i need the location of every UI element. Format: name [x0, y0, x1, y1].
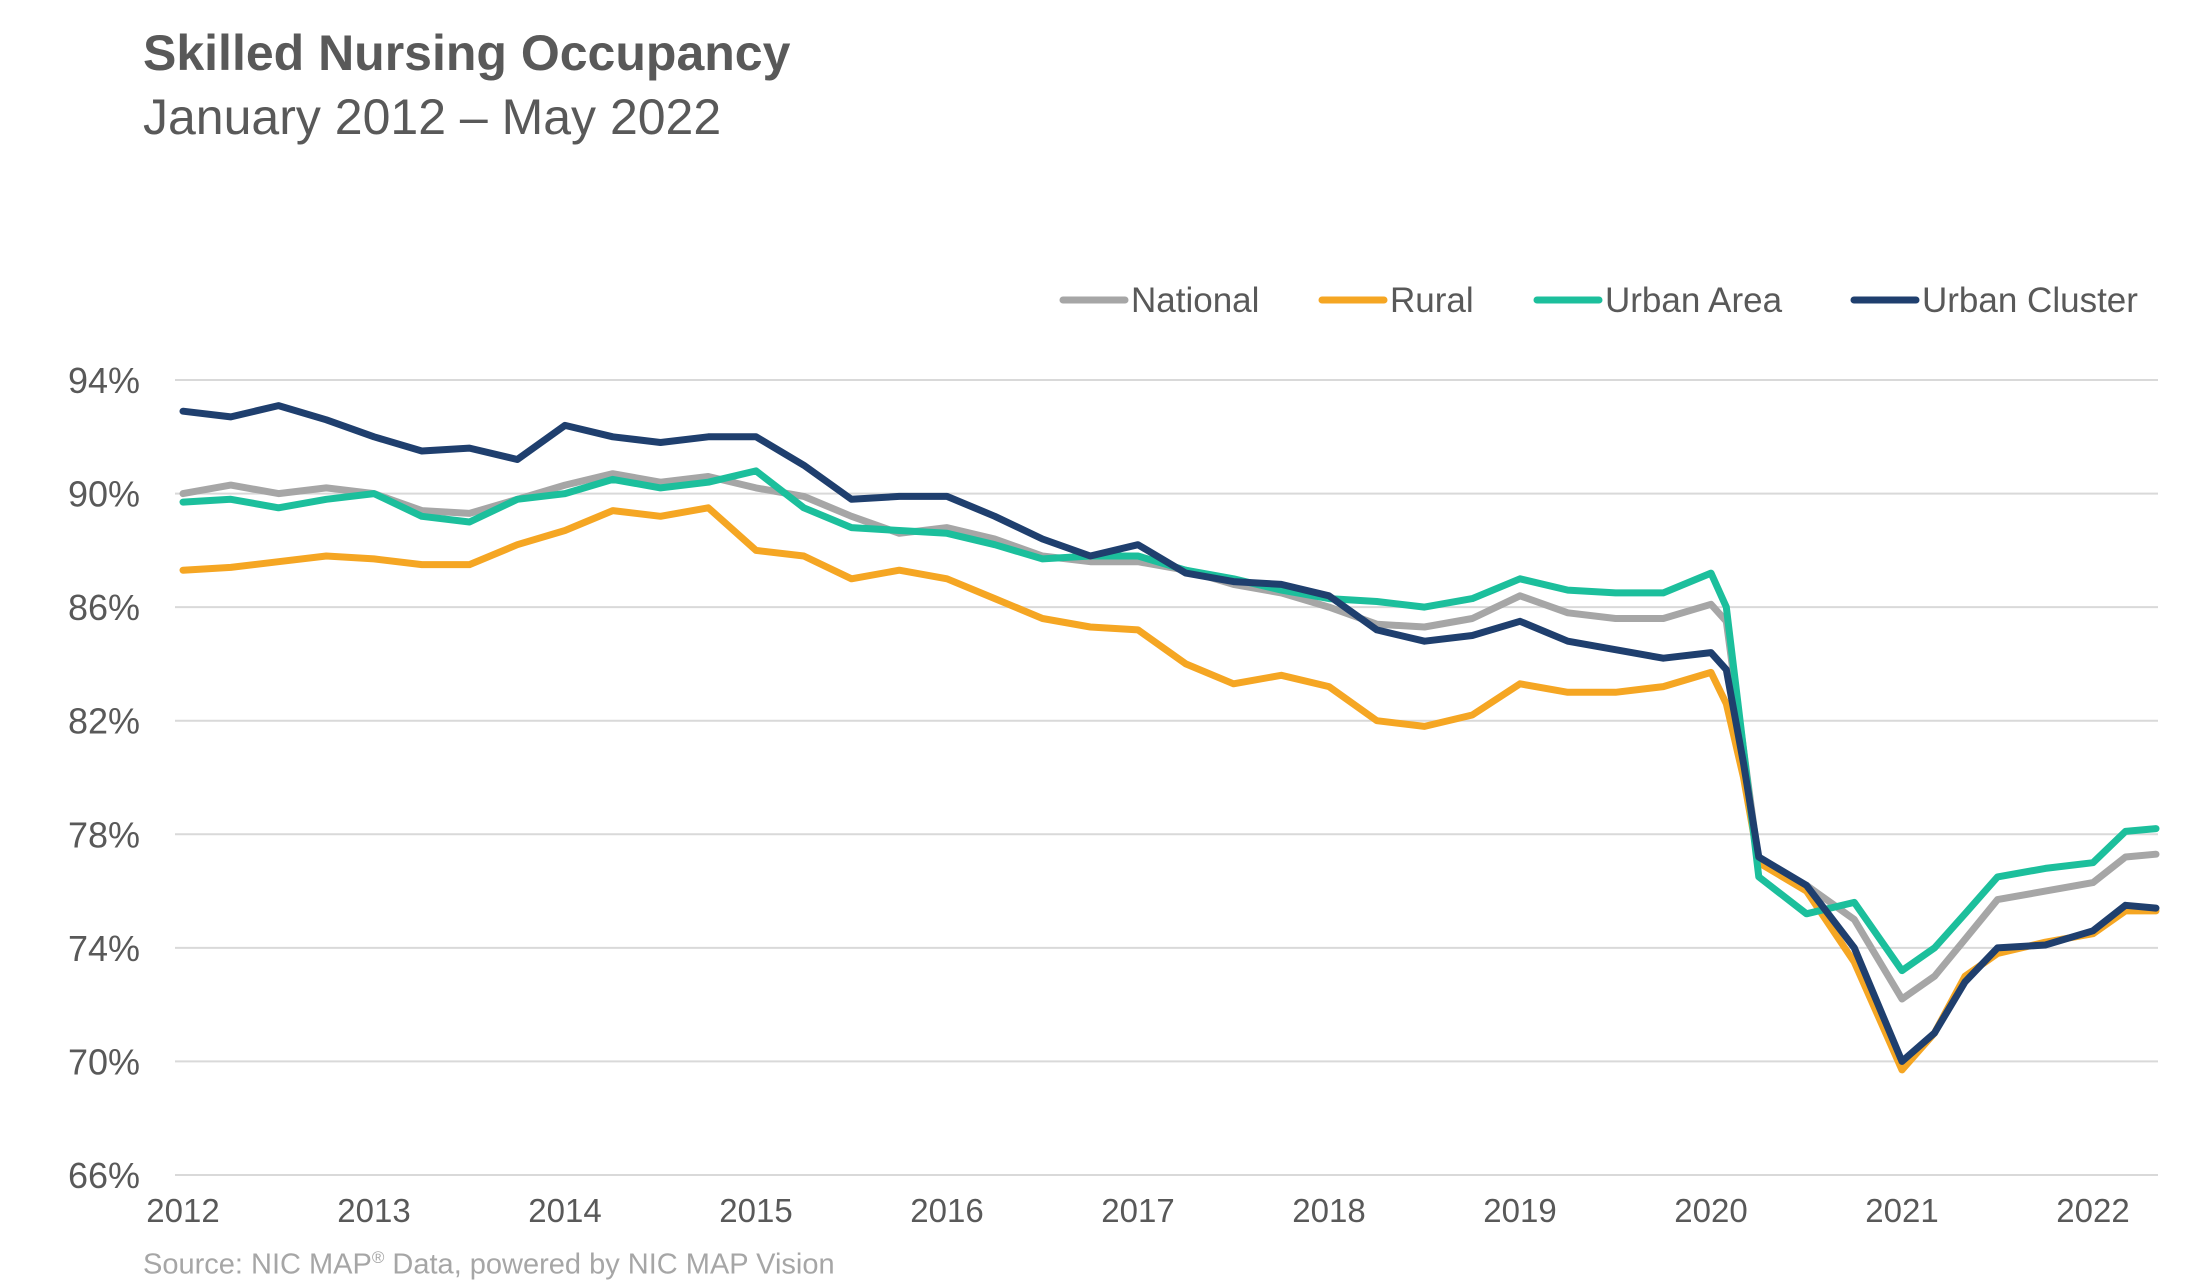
y-tick-label: 78% — [68, 814, 140, 855]
x-tick-label: 2017 — [1101, 1192, 1174, 1229]
x-tick-label: 2015 — [719, 1192, 792, 1229]
legend-label-rural: Rural — [1390, 281, 1474, 320]
x-tick-label: 2020 — [1674, 1192, 1747, 1229]
chart-gridlines — [175, 379, 2158, 1176]
y-tick-label: 90% — [68, 474, 140, 515]
x-tick-label: 2022 — [2056, 1192, 2129, 1229]
x-tick-label: 2019 — [1483, 1192, 1556, 1229]
x-tick-label: 2016 — [910, 1192, 983, 1229]
legend-label-urban-cluster: Urban Cluster — [1922, 281, 2138, 320]
y-tick-label: 86% — [68, 587, 140, 628]
x-tick-label: 2012 — [146, 1192, 219, 1229]
chart-title: Skilled Nursing Occupancy — [143, 25, 791, 81]
x-tick-label: 2013 — [337, 1192, 410, 1229]
source-text: Source: NIC MAP — [143, 1248, 372, 1281]
y-tick-label: 70% — [68, 1041, 140, 1082]
y-tick-label: 82% — [68, 701, 140, 742]
chart-subtitle: January 2012 – May 2022 — [143, 89, 722, 145]
x-tick-label: 2014 — [528, 1192, 601, 1229]
x-axis-tick-labels: 2012 2013 2014 2015 2016 2017 2018 2019 2020 2021… — [146, 1192, 2129, 1229]
source-note: Source: NIC MAP® Data, powered by NIC MA… — [143, 1248, 835, 1282]
registered-mark: ® — [371, 1248, 385, 1267]
series-line-urban-cluster — [179, 402, 2160, 1065]
chart-legend: National Rural Urban Area Urban Cluster — [1059, 281, 2138, 320]
legend-label-national: National — [1131, 281, 1259, 320]
y-tick-label: 94% — [68, 360, 140, 401]
series-line-rural — [179, 504, 2160, 1074]
source-text-rest: Data, powered by NIC MAP Vision — [384, 1248, 835, 1281]
y-axis-tick-labels: 66% 70% 74% 78% 82% 86% 90% 94% — [68, 360, 140, 1196]
chart-series-lines — [179, 402, 2160, 1074]
x-tick-label: 2021 — [1865, 1192, 1938, 1229]
legend-label-urban-area: Urban Area — [1605, 281, 1783, 320]
series-line-national — [179, 470, 2160, 1003]
x-tick-label: 2018 — [1292, 1192, 1365, 1229]
y-tick-label: 74% — [68, 928, 140, 969]
y-tick-label: 66% — [68, 1155, 140, 1196]
